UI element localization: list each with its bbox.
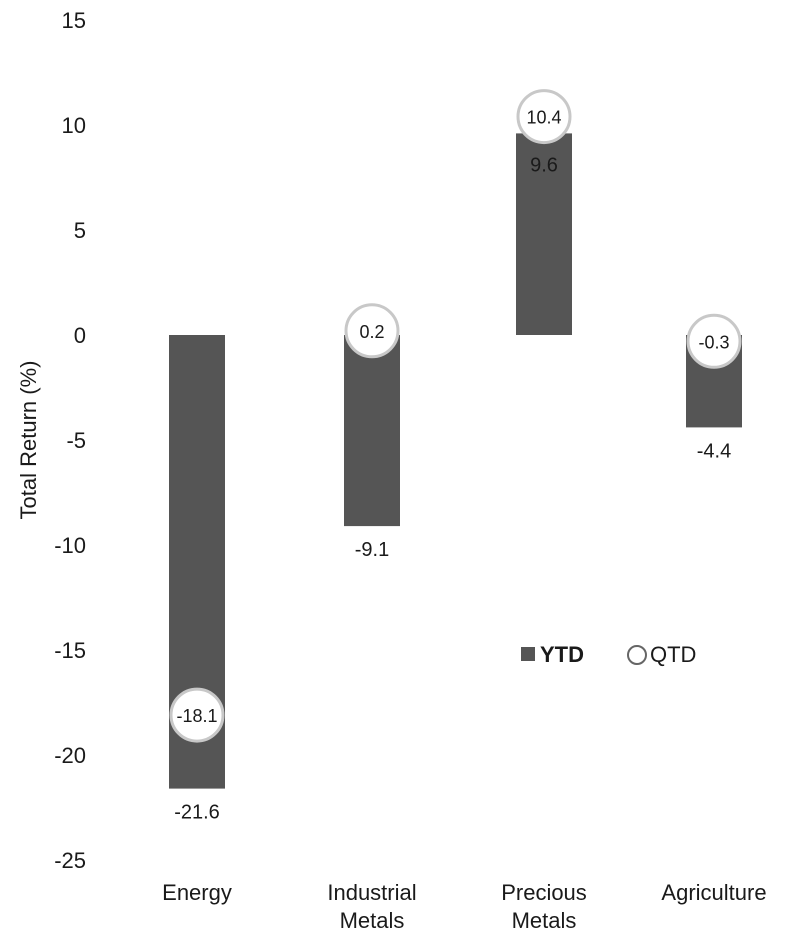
ytd-value-label: 9.6 — [530, 154, 558, 176]
qtd-value-label: 10.4 — [526, 108, 561, 128]
ytd-bars — [169, 133, 742, 789]
ytd-value-labels: -21.6 -9.1 9.6 -4.4 — [174, 154, 731, 823]
y-tick-label: -5 — [66, 428, 86, 453]
qtd-marker — [516, 89, 572, 145]
legend-qtd-label: QTD — [650, 642, 696, 667]
legend-qtd-swatch — [627, 645, 647, 665]
x-category-label: Metals — [512, 908, 577, 933]
qtd-value-label: -0.3 — [698, 332, 729, 352]
x-category-label: Precious — [501, 880, 587, 905]
y-tick-label: 0 — [74, 323, 86, 348]
ytd-value-label: -9.1 — [355, 539, 389, 561]
y-tick-label: 15 — [62, 8, 86, 33]
x-category-label: Energy — [162, 880, 232, 905]
legend-ytd-label: YTD — [540, 642, 584, 667]
y-tick-label: -20 — [54, 743, 86, 768]
x-category-label: Agriculture — [661, 880, 766, 905]
y-tick-label: -15 — [54, 638, 86, 663]
ytd-value-label: -21.6 — [174, 802, 220, 824]
legend: YTD QTD — [521, 642, 696, 667]
qtd-value-label: 0.2 — [359, 322, 384, 342]
qtd-marker — [169, 687, 225, 743]
ytd-bar — [344, 335, 400, 527]
qtd-value-label: -18.1 — [176, 706, 217, 726]
y-tick-label: 5 — [74, 218, 86, 243]
y-tick-label: -25 — [54, 848, 86, 873]
ytd-bar — [516, 133, 572, 335]
y-tick-label: -10 — [54, 533, 86, 558]
x-category-label: Metals — [340, 908, 405, 933]
qtd-markers: -18.1 0.2 10.4 -0.3 — [169, 89, 742, 743]
y-axis-ticks: 15 10 5 0 -5 -10 -15 -20 -25 — [54, 8, 86, 873]
y-tick-label: 10 — [62, 113, 86, 138]
qtd-marker — [686, 313, 742, 369]
y-axis-title-group: Total Return (%) — [16, 361, 41, 520]
qtd-marker — [344, 303, 400, 359]
ytd-value-label: -4.4 — [697, 440, 731, 462]
y-axis-title: Total Return (%) — [16, 361, 41, 520]
x-category-label: Industrial — [327, 880, 416, 905]
legend-ytd-swatch — [521, 647, 535, 661]
x-axis-categories: Energy Industrial Metals Precious Metals Agri… — [162, 880, 766, 933]
